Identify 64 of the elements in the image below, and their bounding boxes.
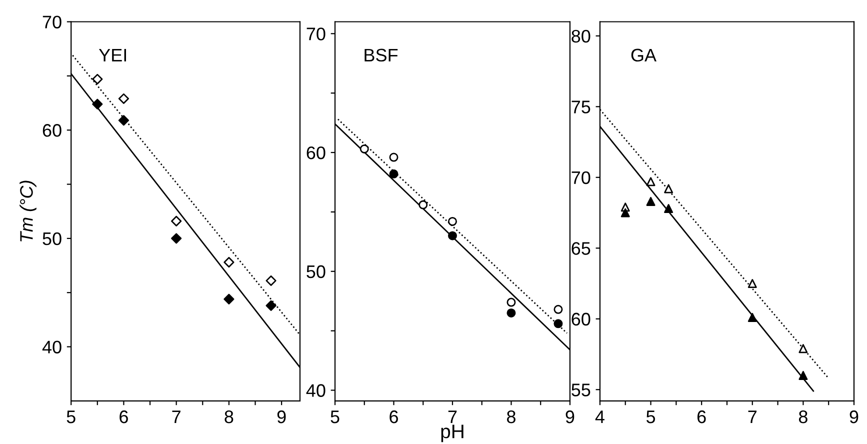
point	[554, 319, 563, 328]
x-tick-label: 7	[448, 410, 457, 424]
point	[646, 177, 656, 186]
y-tick-label: 50	[306, 265, 326, 278]
point	[389, 152, 398, 162]
y-axis-title: Tm (°C)	[20, 180, 36, 242]
point	[266, 275, 276, 286]
point	[506, 298, 516, 307]
point	[389, 169, 398, 178]
x-axis-title: pH	[441, 424, 464, 442]
x-tick-label: 5	[330, 410, 340, 424]
point	[171, 216, 182, 226]
x-tick-label: 8	[224, 410, 234, 424]
x-tick-label: 4	[595, 410, 604, 424]
point	[171, 233, 182, 244]
point	[798, 344, 808, 354]
point	[448, 231, 457, 240]
point	[798, 370, 808, 380]
text: GA	[631, 48, 656, 62]
point	[554, 304, 563, 314]
point	[224, 256, 234, 268]
point	[418, 200, 428, 210]
y-tick-label: 60	[572, 312, 590, 326]
y-tick-label: 70	[306, 28, 326, 40]
x-tick-label: 7	[172, 410, 180, 424]
y-tick-label: 55	[572, 384, 590, 396]
x-tick-label: 8	[506, 410, 516, 424]
y-tick-label: 70	[42, 16, 62, 28]
point	[664, 204, 674, 214]
y-tick-label: 80	[572, 30, 590, 43]
y-tick-label: 75	[572, 100, 590, 114]
x-tick-label: 6	[390, 410, 398, 424]
x-tick-label: 6	[120, 410, 128, 424]
y-tick-label: 60	[306, 146, 326, 160]
text: BSF	[364, 48, 398, 62]
y-tick-label: 40	[42, 340, 62, 354]
point	[664, 184, 674, 194]
point	[506, 308, 516, 318]
point	[266, 300, 276, 311]
point	[92, 98, 103, 110]
x-tick-label: 9	[566, 410, 574, 424]
text: YEI	[98, 48, 126, 62]
point	[748, 312, 757, 322]
point	[118, 115, 130, 126]
point	[118, 93, 130, 104]
x-tick-label: 9	[850, 410, 858, 424]
x-tick-label: 5	[66, 410, 76, 424]
point	[620, 208, 630, 218]
y-tick-label: 60	[42, 124, 62, 137]
point	[448, 216, 457, 226]
y-tick-label: 70	[572, 171, 590, 184]
y-tick-label: 40	[306, 384, 326, 397]
x-tick-label: 7	[748, 410, 756, 424]
point	[360, 144, 369, 154]
point	[224, 294, 234, 304]
point	[748, 279, 757, 288]
x-tick-label: 9	[277, 410, 286, 424]
x-tick-label: 6	[697, 410, 706, 424]
point	[646, 196, 656, 206]
x-tick-label: 8	[798, 410, 808, 424]
y-tick-label: 65	[572, 242, 590, 255]
x-tick-label: 5	[646, 410, 656, 424]
y-tick-label: 50	[42, 232, 62, 246]
point	[92, 74, 103, 84]
